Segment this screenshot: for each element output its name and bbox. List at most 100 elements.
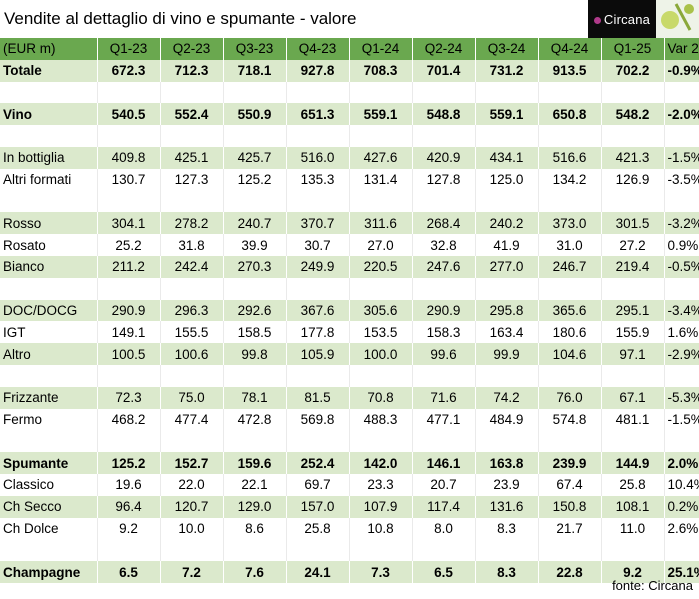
table-row-bianco: Bianco 211.2 242.4 270.3 249.9 220.5 247.6 277.… bbox=[0, 255, 699, 278]
value-cell: 311.6 bbox=[349, 212, 413, 235]
logo-dark-panel: Circana bbox=[588, 0, 656, 38]
value-cell: 927.8 bbox=[286, 59, 350, 82]
value-cell: 7.6 bbox=[223, 561, 287, 583]
header-cell: Q3-23 bbox=[223, 38, 287, 60]
row-label: Frizzante bbox=[0, 386, 98, 409]
value-cell: 9.2 bbox=[97, 517, 161, 540]
value-cell: 67.1 bbox=[601, 386, 665, 409]
row-label: Bianco bbox=[0, 255, 98, 278]
empty-cell bbox=[349, 81, 413, 104]
empty-cell bbox=[97, 364, 161, 387]
value-cell: 10.4% bbox=[664, 473, 699, 496]
empty-cell bbox=[349, 277, 413, 300]
value-cell: 219.4 bbox=[601, 255, 665, 278]
empty-cell bbox=[160, 277, 224, 300]
table-row-ch-secco: Ch Secco 96.4 120.7 129.0 157.0 107.9 117.4 131… bbox=[0, 495, 699, 518]
table-row-frizzante: Frizzante 72.3 75.0 78.1 81.5 70.8 71.6 74.2 76.… bbox=[0, 386, 699, 409]
value-cell: 125.0 bbox=[475, 168, 539, 191]
value-cell: 130.7 bbox=[97, 168, 161, 191]
empty-cell bbox=[0, 539, 98, 562]
empty-cell bbox=[412, 539, 476, 562]
value-cell: 117.4 bbox=[412, 495, 476, 518]
value-cell: 468.2 bbox=[97, 408, 161, 431]
value-cell: 712.3 bbox=[160, 59, 224, 82]
empty-cell bbox=[475, 277, 539, 300]
value-cell: 8.6 bbox=[223, 517, 287, 540]
value-cell: 8.0 bbox=[412, 517, 476, 540]
empty-cell bbox=[664, 81, 699, 104]
value-cell: 8.3 bbox=[475, 517, 539, 540]
value-cell: 163.4 bbox=[475, 321, 539, 344]
logo-text: Circana bbox=[593, 12, 650, 27]
spacer-row bbox=[0, 539, 699, 562]
value-cell: 516.6 bbox=[538, 146, 602, 169]
table-row-rosso: Rosso 304.1 278.2 240.7 370.7 311.6 268.4 240.2… bbox=[0, 212, 699, 235]
value-cell: 246.7 bbox=[538, 255, 602, 278]
empty-cell bbox=[601, 190, 665, 213]
value-cell: 125.2 bbox=[97, 452, 161, 474]
value-cell: 270.3 bbox=[223, 255, 287, 278]
value-cell: 477.1 bbox=[412, 408, 476, 431]
empty-cell bbox=[538, 430, 602, 453]
value-cell: 296.3 bbox=[160, 299, 224, 322]
value-cell: 548.8 bbox=[412, 103, 476, 126]
value-cell: 252.4 bbox=[286, 452, 350, 474]
value-cell: 7.3 bbox=[349, 561, 413, 583]
header-cell: Q4-24 bbox=[538, 38, 602, 60]
value-cell: 370.7 bbox=[286, 212, 350, 235]
value-cell: 20.7 bbox=[412, 473, 476, 496]
value-cell: 99.8 bbox=[223, 343, 287, 365]
spacer-row bbox=[0, 81, 699, 104]
value-cell: 67.4 bbox=[538, 473, 602, 496]
table-row-rosato: Rosato 25.2 31.8 39.9 30.7 27.0 32.8 41.9 31.0 27… bbox=[0, 234, 699, 256]
value-cell: 516.0 bbox=[286, 146, 350, 169]
empty-cell bbox=[412, 277, 476, 300]
empty-cell bbox=[0, 364, 98, 387]
value-cell: 365.6 bbox=[538, 299, 602, 322]
table-row-champagne: Champagne 6.5 7.2 7.6 24.1 7.3 6.5 8.3 22.8 9.2 25… bbox=[0, 561, 699, 583]
value-cell: 71.6 bbox=[412, 386, 476, 409]
header-cell: (EUR m) bbox=[0, 38, 98, 60]
row-label: Spumante bbox=[0, 452, 98, 474]
empty-cell bbox=[475, 190, 539, 213]
value-cell: 120.7 bbox=[160, 495, 224, 518]
value-cell: 268.4 bbox=[412, 212, 476, 235]
value-cell: -1.5% bbox=[664, 408, 699, 431]
value-cell: 72.3 bbox=[97, 386, 161, 409]
value-cell: 7.2 bbox=[160, 561, 224, 583]
value-cell: 10.0 bbox=[160, 517, 224, 540]
empty-cell bbox=[475, 364, 539, 387]
empty-cell bbox=[349, 539, 413, 562]
empty-cell bbox=[538, 81, 602, 104]
header-cell: Q2-23 bbox=[160, 38, 224, 60]
value-cell: 180.6 bbox=[538, 321, 602, 344]
value-cell: 702.2 bbox=[601, 59, 665, 82]
empty-cell bbox=[223, 125, 287, 147]
empty-cell bbox=[160, 539, 224, 562]
value-cell: -2.9% bbox=[664, 343, 699, 365]
value-cell: 158.5 bbox=[223, 321, 287, 344]
row-label: Fermo bbox=[0, 408, 98, 431]
value-cell: 731.2 bbox=[475, 59, 539, 82]
value-cell: 472.8 bbox=[223, 408, 287, 431]
value-cell: 125.2 bbox=[223, 168, 287, 191]
value-cell: 99.6 bbox=[412, 343, 476, 365]
table-row-altro: Altro 100.5 100.6 99.8 105.9 100.0 99.6 99.9 104… bbox=[0, 343, 699, 365]
empty-cell bbox=[223, 364, 287, 387]
row-label: Rosso bbox=[0, 212, 98, 235]
value-cell: 11.0 bbox=[601, 517, 665, 540]
empty-cell bbox=[538, 539, 602, 562]
header-cell: Q1-25 bbox=[601, 38, 665, 60]
value-cell: 177.8 bbox=[286, 321, 350, 344]
table-row-igt: IGT 149.1 155.5 158.5 177.8 153.5 158.3 163.4 18… bbox=[0, 321, 699, 344]
empty-cell bbox=[538, 277, 602, 300]
empty-cell bbox=[223, 277, 287, 300]
empty-cell bbox=[664, 539, 699, 562]
empty-cell bbox=[97, 277, 161, 300]
value-cell: 540.5 bbox=[97, 103, 161, 126]
value-cell: 290.9 bbox=[412, 299, 476, 322]
value-cell: 25.2 bbox=[97, 234, 161, 256]
value-cell: 242.4 bbox=[160, 255, 224, 278]
value-cell: 108.1 bbox=[601, 495, 665, 518]
value-cell: 152.7 bbox=[160, 452, 224, 474]
